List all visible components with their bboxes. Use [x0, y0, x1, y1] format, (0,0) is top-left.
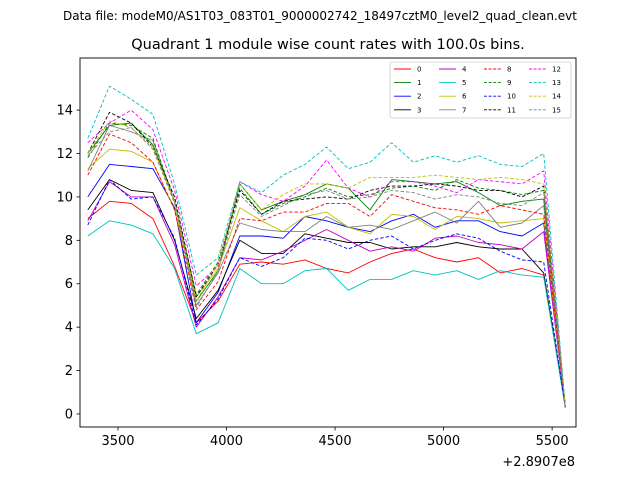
series-line-11	[87, 111, 566, 408]
y-tick-label-2: 2	[65, 364, 73, 379]
y-tick-label-14: 14	[56, 104, 73, 119]
legend-label-11: 11	[507, 106, 516, 114]
x-offset-label: +2.8907e8	[502, 455, 575, 470]
y-tick-label-4: 4	[65, 321, 73, 336]
y-tick-label-6: 6	[65, 277, 73, 292]
legend-label-3: 3	[417, 106, 421, 114]
series-line-4	[87, 181, 566, 408]
series-line-14	[87, 120, 566, 408]
legend-label-14: 14	[552, 93, 561, 101]
chart-title: Quadrant 1 module wise count rates with …	[131, 37, 525, 53]
legend-label-2: 2	[417, 93, 421, 101]
legend-label-13: 13	[552, 79, 561, 87]
axes-frame	[79, 57, 577, 428]
x-axis: 3500 4000 4500 5000 5500	[101, 427, 569, 449]
legend-label-8: 8	[507, 66, 511, 74]
y-tick-label-12: 12	[56, 147, 73, 162]
legend-label-9: 9	[507, 79, 511, 87]
figure-suptitle: Data file: modeM0/AS1T03_083T01_90000027…	[63, 9, 577, 23]
y-axis: 0 2 4 6 8 10 12 14	[56, 104, 80, 422]
legend-label-5: 5	[462, 79, 466, 87]
legend-label-1: 1	[417, 79, 421, 87]
series-line-3	[87, 179, 566, 408]
x-tick-label-4500: 4500	[319, 434, 352, 449]
legend-box	[389, 61, 572, 119]
legend-label-15: 15	[552, 106, 561, 114]
series-line-0	[87, 200, 566, 408]
x-tick-label-4000: 4000	[210, 434, 243, 449]
series-line-12	[87, 109, 566, 408]
plot-lines	[87, 85, 566, 408]
legend-label-10: 10	[507, 93, 516, 101]
series-line-13	[87, 85, 566, 408]
series-line-9	[87, 122, 566, 408]
series-line-8	[87, 133, 566, 408]
legend-label-12: 12	[552, 66, 561, 74]
series-line-2	[87, 163, 566, 408]
legend-label-7: 7	[462, 106, 466, 114]
y-tick-label-0: 0	[65, 407, 73, 422]
x-tick-label-5500: 5500	[536, 434, 569, 449]
legend-label-0: 0	[417, 66, 421, 74]
series-line-1	[87, 122, 566, 408]
series-line-7	[87, 124, 566, 408]
legend-label-6: 6	[462, 93, 467, 101]
y-tick-label-10: 10	[56, 190, 73, 205]
y-tick-label-8: 8	[65, 234, 73, 249]
series-line-10	[87, 179, 566, 408]
x-tick-label-5000: 5000	[427, 434, 460, 449]
legend-label-4: 4	[462, 66, 467, 74]
series-line-5	[87, 220, 566, 408]
series-line-15	[87, 127, 566, 408]
x-tick-label-3500: 3500	[101, 434, 134, 449]
